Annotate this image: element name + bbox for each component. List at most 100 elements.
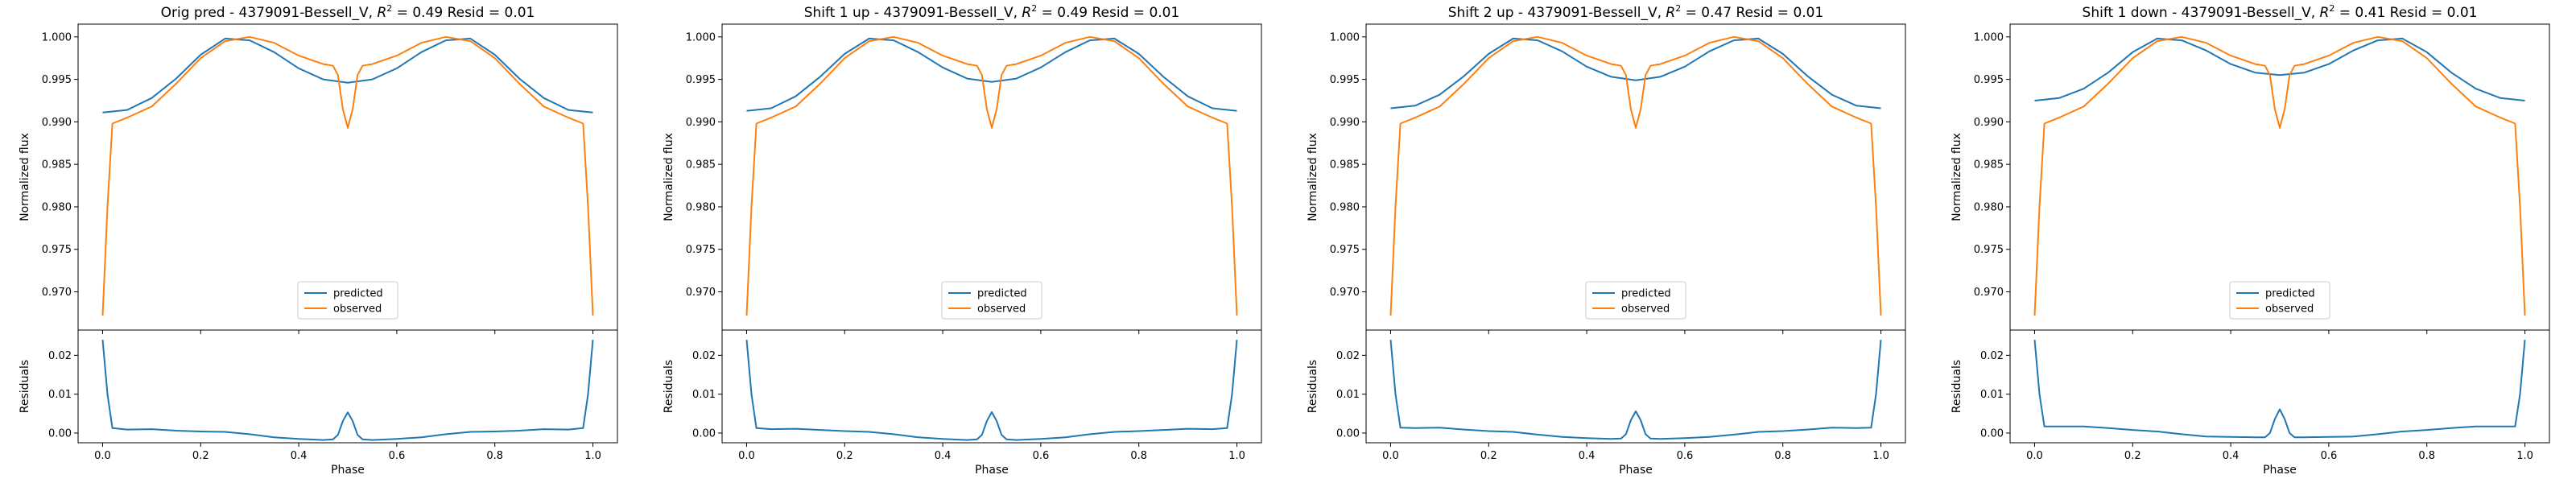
chart-title: Shift 2 up - 4379091-Bessell_V, R2 = 0.4… — [1448, 3, 1824, 21]
x-tick-label: 0.8 — [486, 450, 503, 462]
title-r2-symbol: R — [1022, 5, 1031, 21]
x-tick-label: 0.4 — [935, 450, 952, 462]
title-r2-symbol: R — [377, 5, 386, 21]
x-axis-label: Phase — [331, 464, 365, 477]
observed-series-line — [101, 35, 594, 316]
resid-y-axis-label: Residuals — [1951, 360, 1963, 413]
subplot-2: Shift 1 up - 4379091-Bessell_V, R2 = 0.4… — [663, 3, 1262, 477]
legend-box — [941, 281, 1042, 320]
title-r2-symbol: R — [1666, 5, 1675, 21]
x-tick-label: 0.6 — [1677, 450, 1694, 462]
y-tick-label: 0.975 — [42, 244, 72, 256]
resid-y-axis-label: Residuals — [663, 360, 675, 413]
resid-y-tick-label: 0.00 — [1336, 427, 1360, 440]
title-r2-superscript: 2 — [386, 3, 392, 14]
legend: predicted observed — [297, 281, 398, 320]
resid-y-tick-label: 0.01 — [1336, 389, 1360, 401]
y-tick-label: 0.980 — [686, 201, 716, 213]
y-tick-label: 0.985 — [42, 159, 72, 171]
x-tick-label: 0.6 — [2321, 450, 2338, 462]
x-tick-label: 0.4 — [2223, 450, 2240, 462]
legend-label-observed: observed — [1621, 303, 1670, 316]
chart-title: Shift 1 down - 4379091-Bessell_V, R2 = 0… — [2083, 3, 2478, 21]
predicted-series-line — [746, 37, 1237, 112]
legend-label-observed: observed — [977, 303, 1026, 316]
residual-axes-frame — [721, 329, 1262, 444]
title-r2-superscript: 2 — [1675, 3, 1681, 14]
resid-y-tick-label: 0.01 — [1980, 389, 2004, 401]
subplot-1: Orig pred - 4379091-Bessell_V, R2 = 0.49… — [19, 3, 618, 477]
resid-y-tick-label: 0.00 — [692, 427, 716, 440]
y-tick-label: 0.975 — [1974, 244, 2004, 256]
x-tick-label: 0.4 — [291, 450, 308, 462]
x-tick-label: 0.8 — [1130, 450, 1147, 462]
x-tick-label: 0.2 — [1480, 450, 1497, 462]
observed-series-line — [2033, 35, 2526, 316]
observed-series-line — [1389, 35, 1882, 316]
y-tick-label: 0.985 — [1974, 159, 2004, 171]
x-tick-label: 0.4 — [1579, 450, 1596, 462]
y-tick-label: 0.980 — [42, 201, 72, 213]
y-tick-label: 1.000 — [686, 31, 716, 43]
x-tick-label: 1.0 — [2516, 450, 2533, 462]
y-tick-label: 0.970 — [1330, 287, 1360, 299]
legend-label-predicted: predicted — [333, 288, 383, 300]
subplot-3: Shift 2 up - 4379091-Bessell_V, R2 = 0.4… — [1307, 3, 1906, 477]
resid-y-axis-label: Residuals — [19, 360, 31, 413]
x-tick-label: 0.0 — [94, 450, 111, 462]
residuals-series-line — [2033, 340, 2526, 439]
title-suffix: = 0.49 Resid = 0.01 — [392, 5, 535, 21]
resid-y-axis-label: Residuals — [1307, 360, 1319, 413]
x-axis-label: Phase — [2263, 464, 2297, 477]
x-tick-label: 1.0 — [584, 450, 601, 462]
title-suffix: = 0.49 Resid = 0.01 — [1037, 5, 1179, 21]
residuals-series-line — [101, 340, 594, 441]
y-tick-label: 0.995 — [686, 74, 716, 86]
legend-box — [297, 281, 398, 320]
legend-label-predicted: predicted — [1621, 288, 1671, 300]
legend-box — [1585, 281, 1686, 320]
resid-y-tick-label: 0.02 — [692, 350, 716, 362]
y-tick-label: 0.990 — [1974, 117, 2004, 129]
y-tick-label: 0.990 — [686, 117, 716, 129]
resid-y-tick-label: 0.00 — [48, 427, 72, 440]
x-axis-label: Phase — [975, 464, 1009, 477]
y-tick-label: 0.970 — [42, 287, 72, 299]
y-axis-label: Normalized flux — [19, 133, 31, 221]
x-tick-label: 1.0 — [1872, 450, 1889, 462]
x-tick-label: 0.2 — [192, 450, 209, 462]
legend-box — [2229, 281, 2330, 320]
resid-y-tick-label: 0.01 — [48, 389, 72, 401]
y-tick-label: 1.000 — [1974, 31, 2004, 43]
subplot-4: Shift 1 down - 4379091-Bessell_V, R2 = 0… — [1951, 3, 2550, 477]
title-r2-symbol: R — [2320, 5, 2330, 21]
y-tick-label: 0.970 — [686, 287, 716, 299]
y-tick-label: 0.975 — [686, 244, 716, 256]
title-prefix: Shift 1 up - 4379091-Bessell_V, — [804, 5, 1022, 21]
legend: predicted observed — [2229, 281, 2330, 320]
residuals-series-line — [745, 340, 1238, 441]
y-tick-label: 0.970 — [1974, 287, 2004, 299]
resid-y-tick-label: 0.02 — [1980, 350, 2004, 362]
y-tick-label: 0.990 — [42, 117, 72, 129]
y-axis-label: Normalized flux — [663, 133, 675, 221]
y-tick-label: 0.995 — [1974, 74, 2004, 86]
residual-axes-frame — [2009, 329, 2550, 444]
x-axis-label: Phase — [1619, 464, 1653, 477]
resid-y-tick-label: 0.00 — [1980, 427, 2004, 440]
residuals-series-line — [1389, 340, 1882, 440]
x-tick-label: 0.0 — [738, 450, 755, 462]
residual-axes-frame — [1365, 329, 1906, 444]
legend-label-predicted: predicted — [977, 288, 1027, 300]
x-tick-label: 0.2 — [2124, 450, 2141, 462]
x-tick-label: 0.6 — [389, 450, 406, 462]
y-tick-label: 0.995 — [1330, 74, 1360, 86]
chart-title: Orig pred - 4379091-Bessell_V, R2 = 0.49… — [161, 3, 535, 21]
y-tick-label: 0.990 — [1330, 117, 1360, 129]
title-suffix: = 0.47 Resid = 0.01 — [1681, 5, 1823, 21]
resid-y-tick-label: 0.02 — [1336, 350, 1360, 362]
predicted-series-line — [102, 37, 593, 114]
title-r2-superscript: 2 — [1031, 3, 1037, 14]
legend: predicted observed — [941, 281, 1042, 320]
